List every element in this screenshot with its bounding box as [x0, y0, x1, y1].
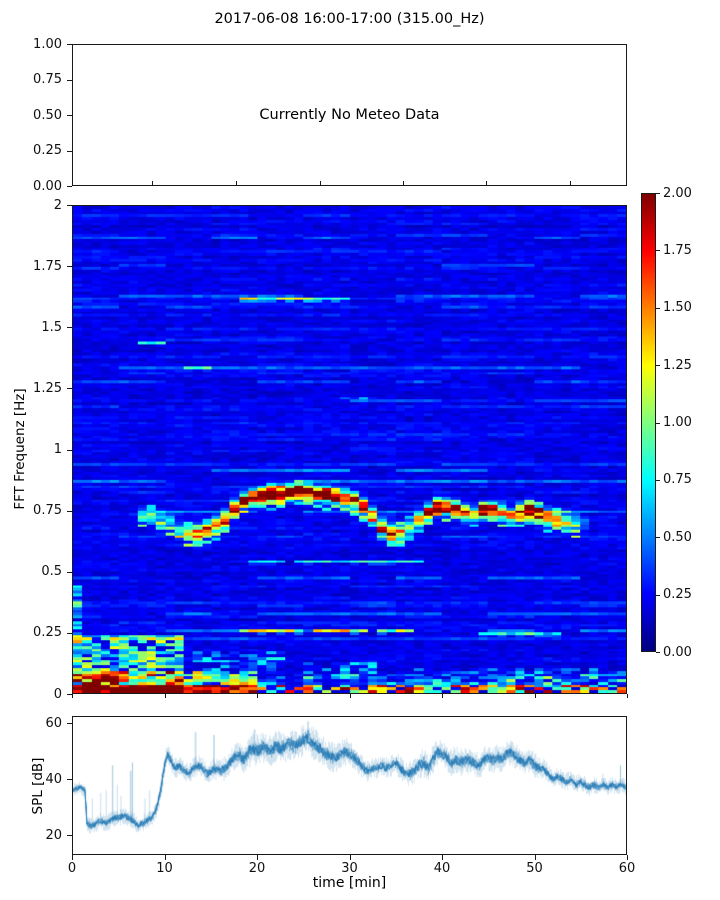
spectrogram-heatmap	[73, 206, 626, 693]
meteo-xtick-mark	[402, 181, 404, 186]
meteo-ytick-label: 1.00	[33, 36, 62, 52]
spec-xtick-mark	[257, 694, 258, 698]
spec-ytick-mark	[67, 388, 72, 390]
spec-ytick-label: 0.25	[33, 625, 62, 641]
spec-ytick-label: 1.75	[33, 258, 62, 274]
spec-ytick-label: 1.5	[41, 319, 62, 335]
spec-xtick-mark	[534, 694, 536, 698]
spec-ytick-mark	[67, 327, 72, 329]
figure-title: 2017-06-08 16:00-17:00 (315.00_Hz)	[214, 11, 485, 27]
spec-xtick-mark	[164, 694, 166, 698]
spl-ytick-label: 60	[45, 715, 62, 731]
spl-xtick-mark	[627, 855, 628, 860]
spl-ytick-label: 40	[45, 771, 62, 787]
spec-ytick-mark	[67, 205, 72, 206]
spl-xtick-label: 10	[156, 861, 173, 876]
spl-xtick-mark	[442, 855, 443, 860]
spec-ytick-mark	[67, 632, 72, 634]
spec-xtick-mark	[72, 694, 73, 698]
meteo-xtick-mark	[152, 181, 154, 186]
spec-ytick-label: 0.5	[41, 564, 62, 580]
colorbar-tick-mark	[656, 307, 660, 309]
spec-ytick-mark	[67, 694, 72, 695]
spec-ytick-mark	[67, 510, 72, 512]
spec-ytick-label: 1.25	[33, 380, 62, 396]
spec-ytick-mark	[67, 571, 72, 573]
spec-xtick-mark	[442, 694, 443, 698]
spec-ytick-mark	[67, 266, 72, 268]
spec-ytick-label: 0.75	[33, 503, 62, 519]
spec-ytick-mark	[67, 449, 72, 451]
colorbar-tick-label: 1.50	[663, 300, 692, 316]
spec-xtick-mark	[627, 694, 628, 698]
spl-panel	[72, 716, 627, 855]
spec-ytick-label: 2	[53, 197, 62, 213]
spl-xtick-mark	[534, 855, 536, 860]
meteo-ytick-mark	[67, 79, 72, 81]
meteo-xtick-mark	[319, 181, 321, 186]
colorbar-tick-label: 1.75	[663, 242, 692, 258]
spl-xtick-label: 50	[526, 861, 543, 876]
meteo-ytick-label: 0.50	[33, 107, 62, 123]
colorbar-tick-label: 1.25	[663, 357, 692, 373]
spl-xtick-mark	[257, 855, 258, 860]
spec-xtick-mark	[349, 694, 351, 698]
meteo-ytick-label: 0.25	[33, 143, 62, 158]
meteo-xtick-mark	[569, 181, 571, 186]
colorbar-tick-mark	[656, 652, 660, 653]
colorbar-tick-label: 1.00	[663, 415, 692, 430]
meteo-xtick-mark	[486, 181, 488, 186]
spl-xlabel: time [min]	[312, 875, 387, 891]
colorbar-tick-mark	[656, 594, 660, 596]
spl-xtick-mark	[164, 855, 166, 860]
spectrogram-panel	[72, 205, 627, 694]
meteo-ytick-mark	[67, 44, 72, 45]
colorbar-tick-label: 0.50	[663, 529, 692, 545]
meteo-xtick-mark	[235, 181, 237, 186]
meteo-ytick-label: 0.75	[33, 72, 62, 87]
colorbar	[641, 193, 656, 652]
colorbar-tick-mark	[656, 537, 660, 539]
spl-xtick-label: 40	[433, 861, 451, 876]
spec-ytick-label: 0	[53, 686, 62, 702]
colorbar-tick-mark	[656, 250, 660, 252]
colorbar-tick-mark	[656, 365, 660, 367]
spl-ytick-mark	[67, 779, 72, 781]
spl-ytick-mark	[67, 835, 72, 837]
meteo-ytick-mark	[67, 186, 72, 187]
colorbar-tick-mark	[656, 193, 660, 194]
no-meteo-text: Currently No Meteo Data	[259, 107, 440, 123]
colorbar-tick-label: 0.00	[663, 644, 692, 660]
spl-xtick-label: 60	[618, 861, 636, 876]
spl-xtick-label: 30	[341, 861, 358, 876]
colorbar-tick-label: 0.75	[663, 472, 692, 488]
meteo-ytick-mark	[67, 115, 72, 116]
spl-xtick-mark	[72, 855, 73, 860]
spl-xtick-label: 0	[67, 861, 77, 876]
colorbar-tick-label: 2.00	[663, 185, 692, 201]
colorbar-tick-mark	[656, 422, 660, 424]
spl-xtick-label: 20	[248, 861, 266, 876]
colorbar-tick-mark	[656, 479, 660, 481]
spec-ytick-label: 1	[53, 442, 62, 457]
spl-ytick-mark	[67, 723, 72, 724]
colorbar-tick-label: 0.25	[663, 587, 692, 603]
meteo-panel	[72, 44, 627, 186]
spl-plot	[73, 717, 626, 854]
meteo-ytick-mark	[67, 150, 72, 152]
spl-ytick-label: 20	[45, 827, 62, 843]
meteo-ytick-label: 0.00	[33, 178, 62, 194]
spl-xtick-mark	[349, 855, 351, 860]
colorbar-gradient	[642, 194, 655, 651]
